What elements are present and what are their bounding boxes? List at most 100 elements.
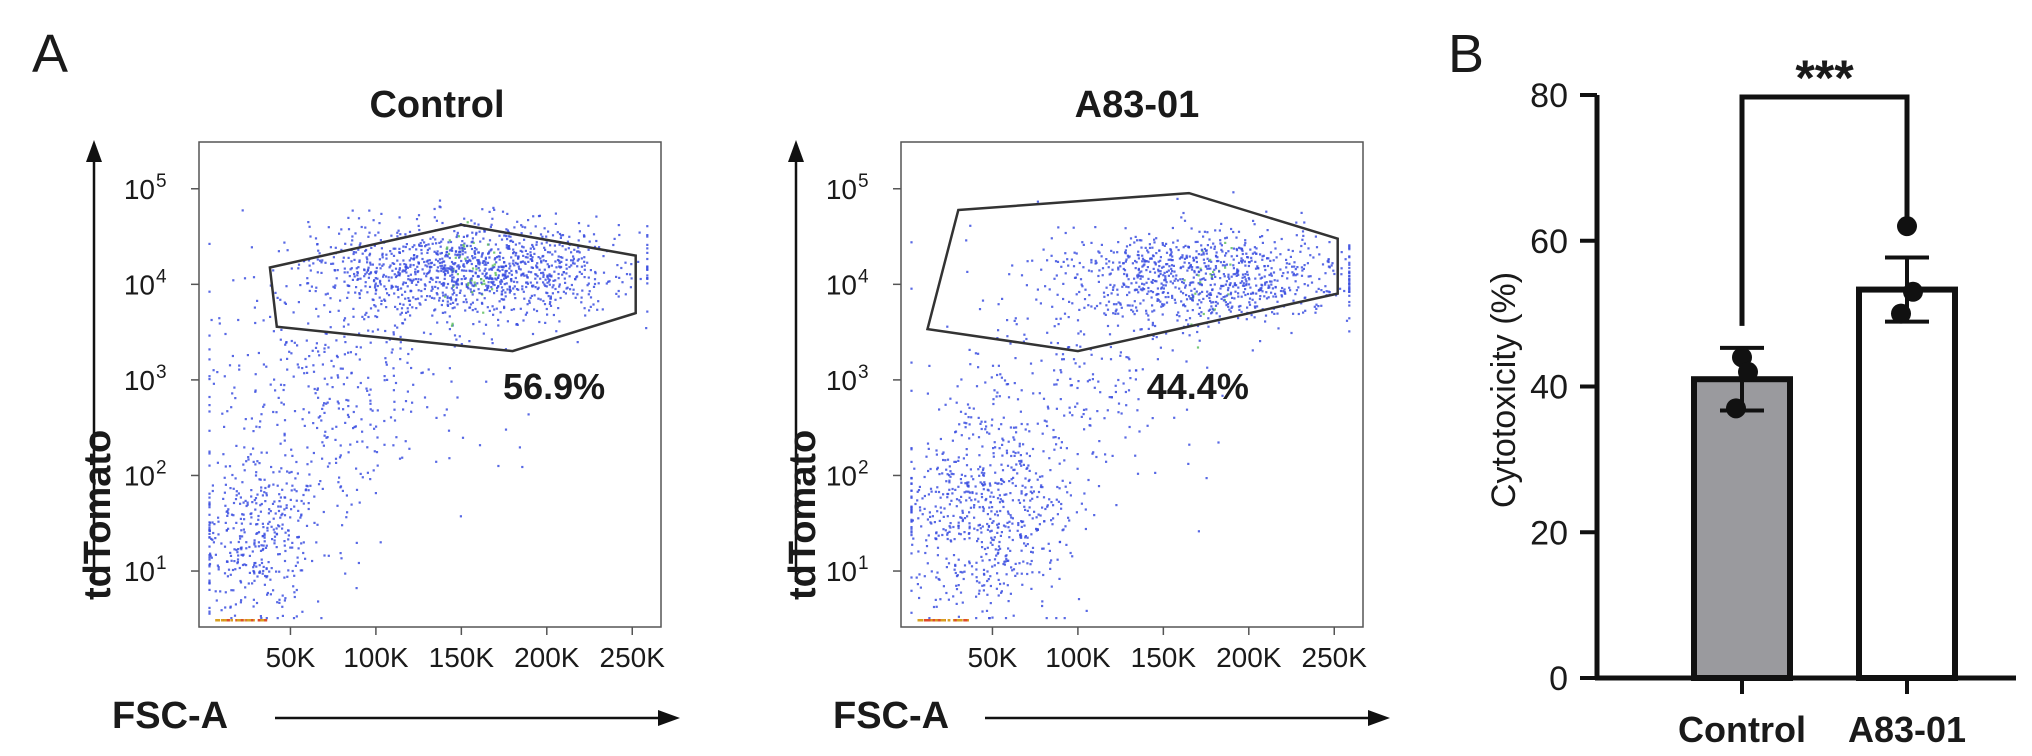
event-dot — [1127, 286, 1130, 289]
event-dot — [1296, 266, 1299, 269]
event-dot — [417, 270, 420, 273]
event-dot — [984, 420, 987, 423]
event-dot — [1176, 239, 1179, 242]
event-dot — [985, 553, 988, 556]
event-dot — [1261, 284, 1264, 287]
event-dot — [253, 579, 256, 582]
event-dot — [1049, 469, 1052, 472]
event-dot — [1160, 287, 1163, 290]
event-dot — [547, 295, 550, 298]
event-dot — [996, 531, 999, 534]
event-dot — [374, 492, 377, 495]
event-dot — [441, 238, 444, 241]
event-dot — [1276, 279, 1279, 282]
event-dot — [1150, 257, 1153, 260]
event-dot — [495, 261, 498, 264]
event-dot — [529, 232, 532, 235]
event-dot — [523, 274, 526, 277]
event-dot — [227, 568, 231, 571]
event-dot — [477, 262, 480, 265]
event-dot — [319, 259, 322, 262]
event-dot — [1002, 524, 1006, 527]
event-dot — [277, 250, 280, 253]
event-dot — [416, 265, 419, 268]
event-dot — [1109, 345, 1112, 349]
event-dot — [554, 250, 557, 253]
event-dot — [385, 275, 388, 278]
event-dot — [433, 250, 436, 253]
event-dot — [364, 313, 367, 316]
event-dot — [379, 541, 382, 544]
event-dot — [1027, 464, 1030, 467]
event-dot — [267, 561, 270, 564]
event-dot — [1016, 472, 1019, 475]
event-dot — [1021, 484, 1024, 487]
event-dot — [499, 282, 502, 285]
event-dot — [1156, 358, 1159, 361]
event-dot — [211, 489, 214, 493]
event-dot — [399, 313, 402, 316]
event-dot — [354, 353, 358, 356]
event-dot — [412, 383, 415, 386]
event-dot — [552, 284, 555, 287]
event-dot — [1232, 273, 1235, 276]
event-dot — [910, 611, 913, 614]
event-dot — [1239, 247, 1242, 250]
event-dot — [239, 601, 242, 604]
x-ticks-a83: 50K 100K 150K 200K 250K — [968, 627, 1367, 673]
event-dot — [597, 282, 600, 285]
event-dot — [1111, 268, 1114, 271]
event-dot — [280, 467, 283, 470]
significance-stars: *** — [1795, 50, 1854, 106]
event-dot — [302, 541, 305, 544]
event-dot — [1277, 327, 1280, 330]
event-dot — [477, 251, 480, 254]
event-dot — [487, 284, 490, 287]
event-dot — [964, 412, 967, 415]
event-dot — [957, 521, 960, 524]
event-dot — [991, 418, 994, 421]
event-dot — [1348, 255, 1351, 258]
event-dot — [315, 342, 318, 345]
event-dot — [1120, 306, 1123, 309]
event-dot — [1195, 290, 1198, 293]
event-dot — [323, 350, 326, 353]
event-dot — [307, 489, 310, 492]
event-dot — [499, 280, 502, 283]
event-dot — [518, 446, 521, 449]
event-dot — [1121, 285, 1124, 288]
event-dot — [646, 251, 649, 254]
event-dot — [426, 272, 429, 275]
event-dot — [1189, 297, 1192, 300]
event-dot — [1204, 272, 1207, 275]
event-dot — [283, 241, 286, 244]
event-dot — [260, 451, 263, 454]
event-dot — [1157, 260, 1160, 263]
event-dot — [525, 311, 529, 314]
event-dot — [256, 299, 259, 302]
event-dot — [306, 446, 309, 449]
event-dot — [450, 287, 453, 290]
event-dot — [1114, 390, 1117, 394]
event-dot — [331, 427, 334, 430]
event-dot — [369, 261, 372, 264]
event-dot — [546, 251, 550, 254]
event-dot — [572, 259, 575, 262]
event-dot — [283, 301, 286, 304]
event-dot — [441, 311, 444, 314]
event-dot — [297, 301, 300, 304]
event-dot — [607, 280, 610, 283]
event-dot — [1136, 288, 1139, 291]
event-dot — [918, 506, 922, 509]
event-dot — [336, 400, 339, 403]
event-dot — [448, 457, 451, 460]
event-dot — [1146, 249, 1149, 252]
event-dot — [451, 262, 455, 265]
event-dot — [1159, 270, 1162, 273]
event-dot — [1050, 254, 1053, 257]
event-dot — [646, 235, 649, 238]
event-dot — [565, 263, 568, 266]
event-dot — [451, 267, 454, 271]
event-dot — [1274, 286, 1277, 289]
event-dot — [1162, 284, 1165, 287]
